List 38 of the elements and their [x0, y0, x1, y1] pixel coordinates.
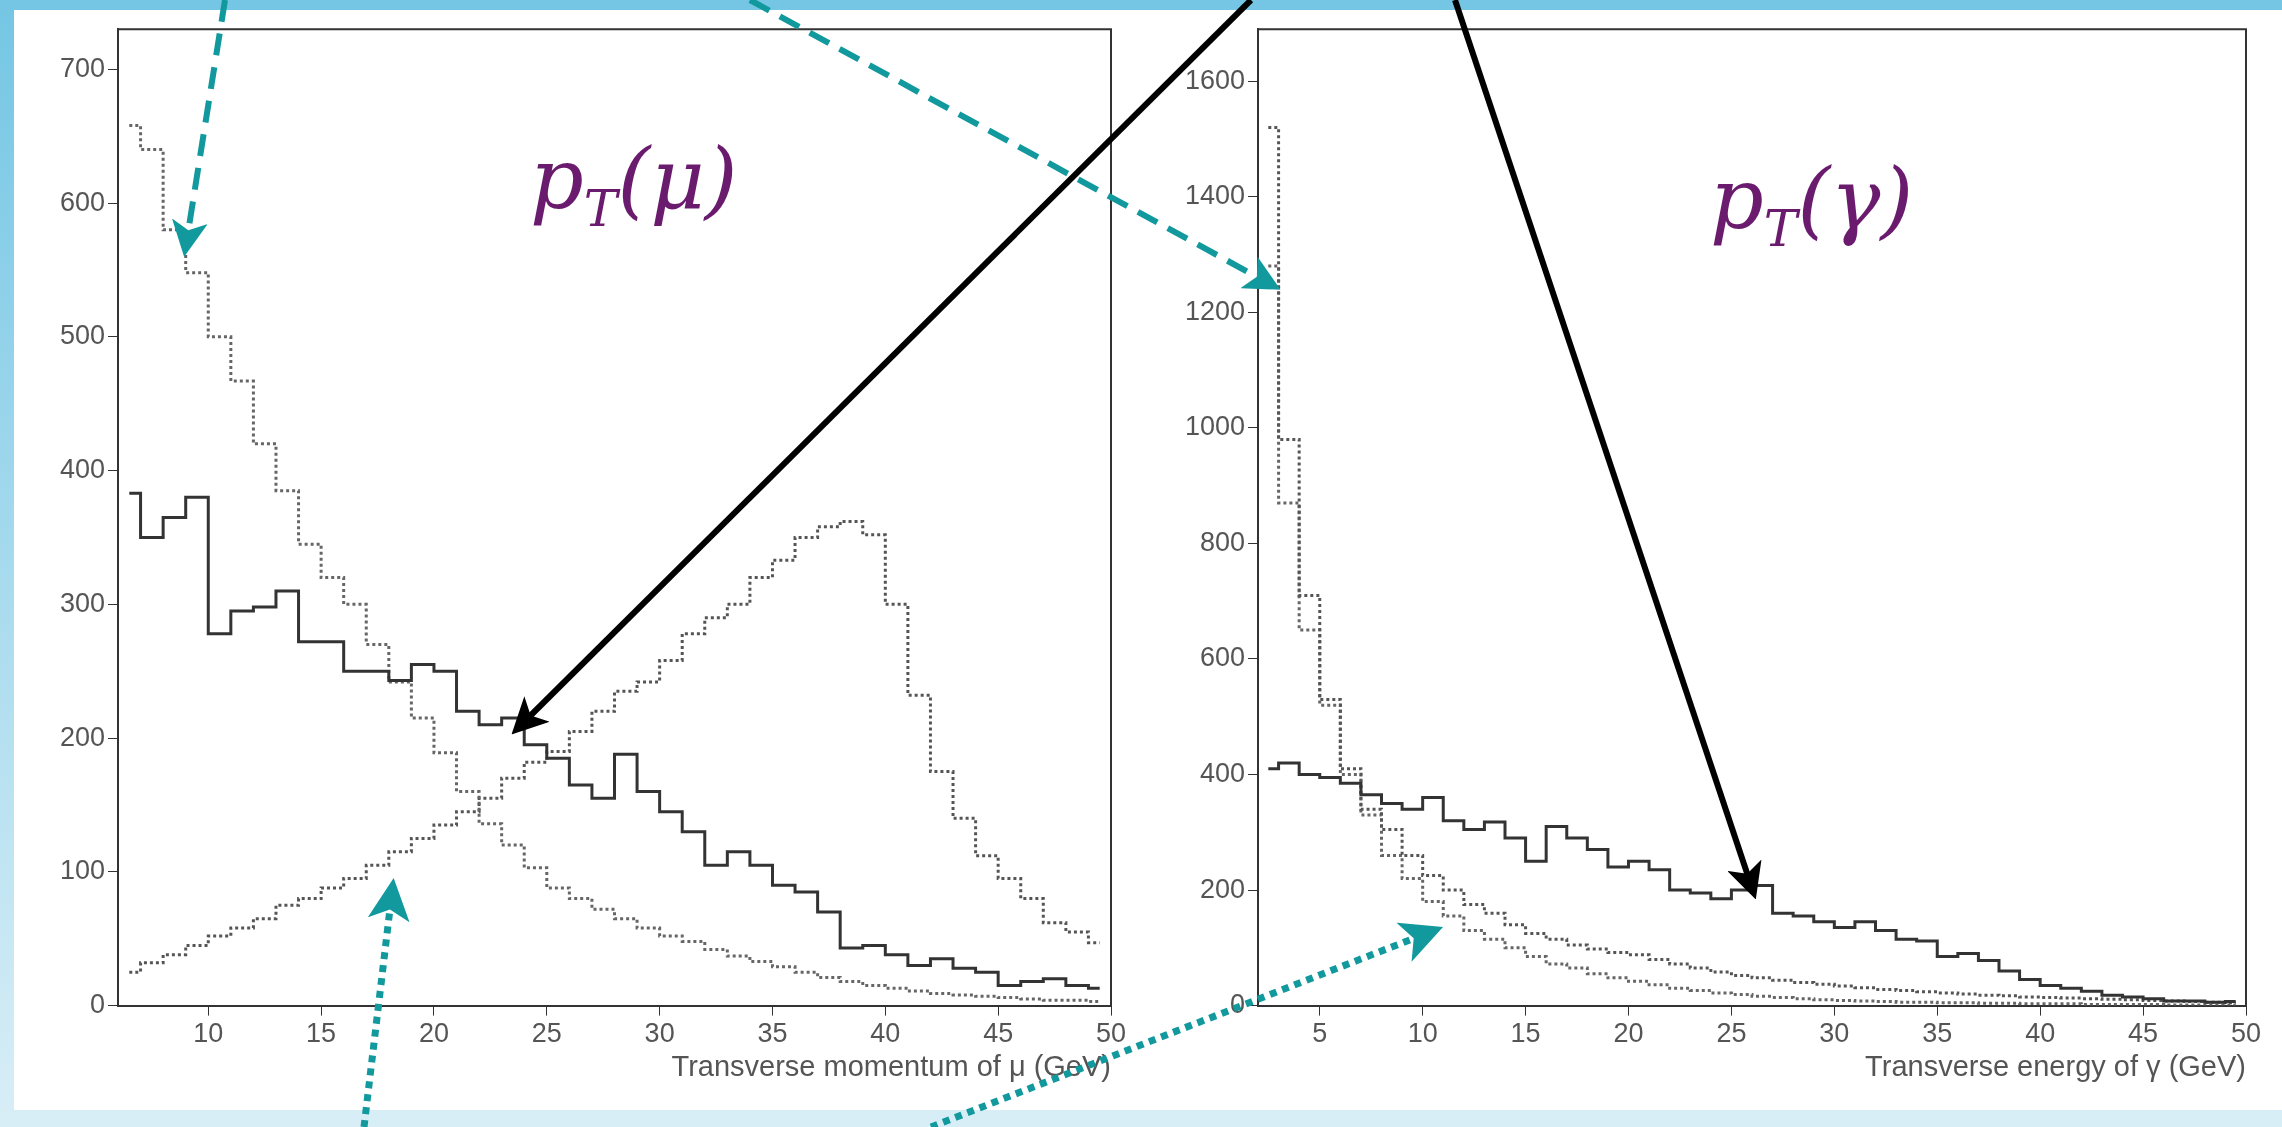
x-axis-title: Transverse energy of γ (GeV) [1865, 1050, 2246, 1083]
x-tick-label: 50 [2230, 1018, 2262, 1049]
x-tick-label: 25 [1716, 1018, 1747, 1049]
y-tick-label: 600 [59, 186, 105, 217]
y-tick-label: 1000 [1184, 411, 1245, 442]
y-tick-label: 100 [59, 855, 105, 886]
y-tick-label: 1400 [1184, 180, 1245, 211]
x-tick-label: 40 [870, 1018, 901, 1049]
x-tick-label: 35 [1922, 1018, 1953, 1049]
text: p$_{T}$(μ) [530, 130, 738, 238]
x-tick-label: 30 [1819, 1018, 1850, 1049]
x-tick-label: 30 [644, 1018, 675, 1049]
x-tick-label: 35 [757, 1018, 788, 1049]
x-tick-label: 5 [1312, 1018, 1328, 1049]
x-tick-label: 40 [2025, 1018, 2056, 1049]
y-tick-label: 300 [59, 587, 105, 618]
y-tick-label: 0 [89, 989, 105, 1020]
x-tick-label: 10 [193, 1018, 224, 1049]
y-tick-label: 200 [1199, 873, 1245, 904]
x-tick-label: 15 [1510, 1018, 1541, 1049]
y-tick-label: 500 [59, 320, 105, 351]
x-tick-label: 45 [983, 1018, 1014, 1049]
y-tick-label: 400 [1199, 757, 1245, 788]
y-tick-label: 700 [59, 52, 105, 83]
x-tick-label: 20 [1613, 1018, 1644, 1049]
y-tick-label: 1600 [1184, 64, 1245, 95]
x-tick-label: 50 [1095, 1018, 1127, 1049]
y-tick-label: 800 [1199, 526, 1245, 557]
x-tick-label: 10 [1407, 1018, 1438, 1049]
x-tick-label: 15 [306, 1018, 337, 1049]
y-tick-label: 200 [59, 721, 105, 752]
text: p$_{T}$(γ) [1710, 150, 1914, 258]
x-tick-label: 20 [418, 1018, 449, 1049]
x-tick-label: 25 [531, 1018, 562, 1049]
x-tick-label: 45 [2128, 1018, 2159, 1049]
y-tick-label: 400 [59, 454, 105, 485]
y-tick-label: 1200 [1184, 295, 1245, 326]
y-tick-label: 600 [1199, 642, 1245, 673]
